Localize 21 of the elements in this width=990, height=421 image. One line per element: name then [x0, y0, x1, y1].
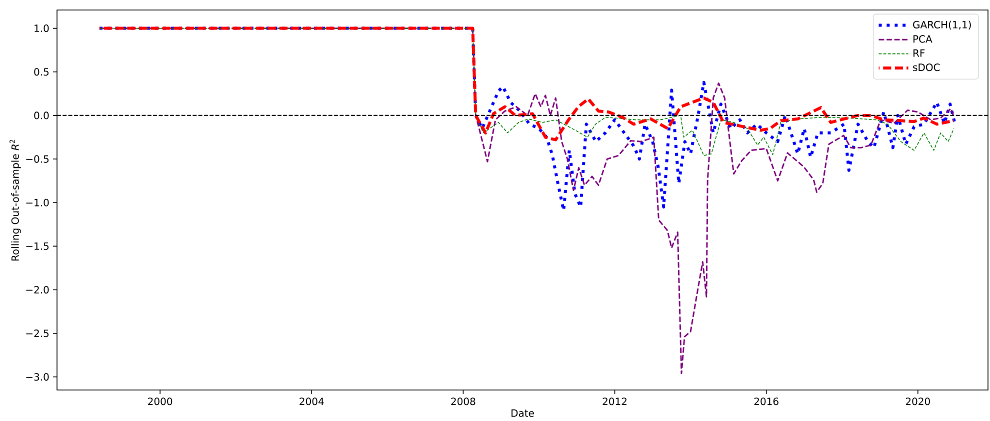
- y-tick-label: −3.0: [26, 373, 49, 381]
- x-axis-title: Date: [512, 409, 534, 417]
- legend-label: PCA: [913, 35, 932, 43]
- y-tick-label: −1.5: [26, 242, 49, 250]
- legend-label: GARCH(1,1): [913, 20, 971, 30]
- y-axis-title: Rolling Out-of-sample R$^{2}$: [10, 140, 21, 261]
- x-tick-label: 2012: [602, 398, 626, 406]
- x-tick-label: 2020: [906, 398, 930, 406]
- x-tick-label: 2004: [300, 398, 324, 406]
- legend-label: sDOC: [913, 64, 940, 72]
- y-tick-label: 0.0: [34, 112, 49, 120]
- legend-label: RF: [913, 49, 925, 57]
- y-tick-label: −0.5: [26, 155, 49, 163]
- y-tick-label: 1.0: [34, 24, 49, 32]
- x-tick-label: 2008: [451, 398, 476, 406]
- x-tick-label: 2016: [754, 398, 778, 406]
- y-tick-label: −1.0: [26, 198, 49, 206]
- y-tick-label: −2.0: [26, 286, 49, 294]
- y-tick-label: 0.5: [34, 68, 49, 76]
- y-tick-label: −2.5: [26, 330, 49, 338]
- x-tick-label: 2000: [148, 398, 172, 406]
